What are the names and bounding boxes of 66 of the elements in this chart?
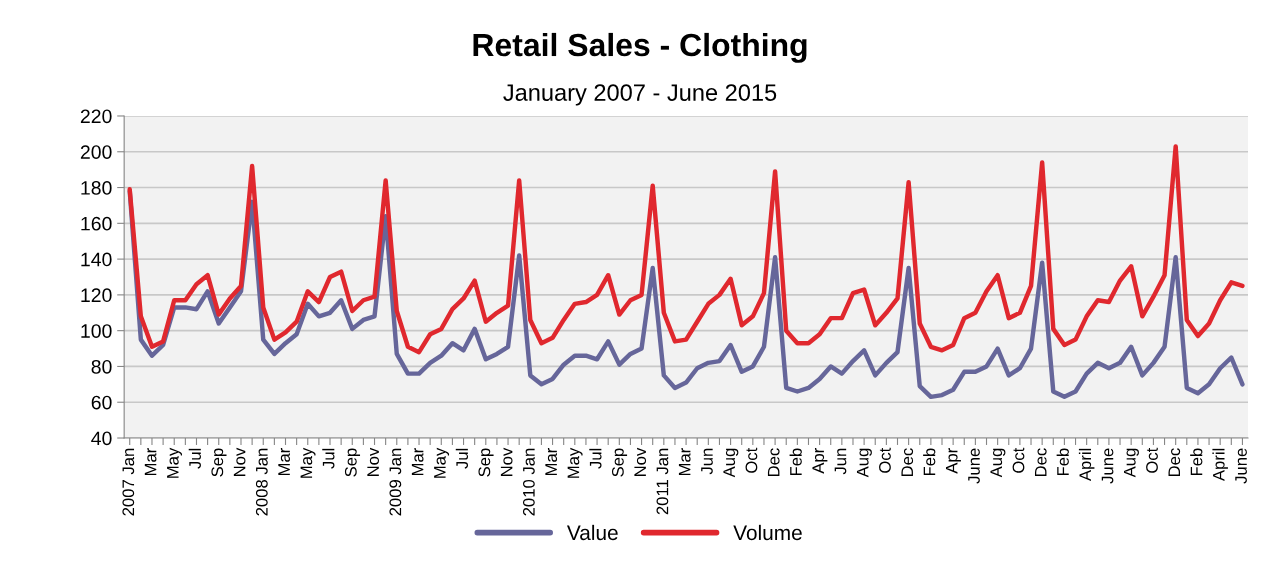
x-tick-label: Feb — [1056, 448, 1069, 476]
x-tick-label: June — [968, 448, 980, 484]
x-tick-label: Oct — [879, 447, 891, 473]
x-tick-label: Sep — [344, 448, 361, 477]
x-tick-label: Dec — [1034, 448, 1047, 477]
line-series — [127, 144, 1245, 355]
x-tick-label: 2008 Jan — [255, 448, 268, 516]
x-tick-label: Aug — [1124, 448, 1139, 478]
x-tick-label: May — [167, 447, 182, 478]
x-tick-label: Jul — [455, 448, 469, 469]
x-tick-label: Apr — [945, 448, 961, 474]
x-tick-label: Mar — [678, 448, 691, 476]
x-tick-label: April — [1212, 448, 1228, 482]
chart-title: Retail Sales - Clothing — [473, 32, 807, 63]
x-tick-label: Mar — [144, 448, 157, 476]
y-tick-label: 220 — [80, 109, 112, 124]
x-tick-label: Oct — [745, 447, 758, 473]
x-tick-label: Nov — [634, 447, 647, 477]
x-tick-label: 2009 Jan — [389, 448, 402, 516]
y-tick-label: 60 — [91, 395, 112, 410]
x-tick-label: Mar — [278, 448, 290, 476]
y-tick-label: 200 — [80, 145, 112, 159]
x-tick-label: Dec — [1168, 448, 1181, 477]
x-tick-label: May — [434, 447, 450, 478]
x-tick-label: Nov — [367, 447, 379, 477]
x-tick-label: Jul — [322, 448, 335, 469]
x-tick-label: Jun — [701, 448, 713, 475]
x-tick-label: Sep — [611, 448, 628, 477]
x-tick-label: Dec — [767, 448, 780, 477]
x-tick-label: Jul — [589, 448, 602, 469]
y-tick-label: 140 — [81, 252, 112, 267]
y-tick-label: 80 — [91, 359, 112, 374]
x-tick-label: Feb — [1190, 448, 1203, 476]
x-tick-label: April — [1078, 448, 1095, 482]
x-tick-label: May — [567, 447, 583, 478]
x-tick-label: May — [300, 447, 316, 478]
x-tick-label: Sep — [211, 448, 227, 477]
y-tick-label: 180 — [81, 181, 112, 195]
y-tick-label: 40 — [91, 431, 112, 446]
chart-subtitle: January 2007 - June 2015 — [503, 84, 777, 106]
y-tick-label: 120 — [81, 288, 112, 303]
x-tick-label: Oct — [1146, 447, 1158, 473]
x-tick-label: Nov — [500, 447, 513, 477]
x-tick-label: Apr — [812, 448, 828, 474]
x-tick-label: Aug — [856, 448, 872, 478]
x-tick-label: Feb — [923, 448, 936, 476]
legend-label: Volume — [733, 524, 802, 541]
x-tick-label: Aug — [723, 448, 739, 478]
x-tick-label: Nov — [233, 447, 246, 477]
x-tick-label: 2010 Jan — [522, 448, 535, 516]
y-tick-label: 160 — [81, 216, 112, 231]
x-tick-label: Jul — [188, 448, 201, 469]
x-tick-label: 2011 Jan — [656, 448, 669, 515]
x-tick-label: Jun — [834, 448, 847, 475]
x-tick-label: Mar — [411, 448, 424, 476]
x-tick-label: June — [1235, 448, 1247, 484]
x-tick-label: Dec — [901, 448, 914, 477]
x-tick-label: Feb — [789, 448, 802, 476]
y-tick-label: 100 — [81, 324, 112, 338]
x-tick-label: Sep — [478, 448, 494, 477]
x-tick-label: Oct — [1012, 447, 1025, 473]
legend-label: Value — [566, 524, 618, 541]
x-tick-label: Mar — [545, 448, 558, 476]
x-tick-label: 2007 Jan — [122, 448, 135, 516]
x-tick-label: June — [1101, 448, 1114, 484]
x-tick-label: Aug — [990, 448, 1006, 478]
